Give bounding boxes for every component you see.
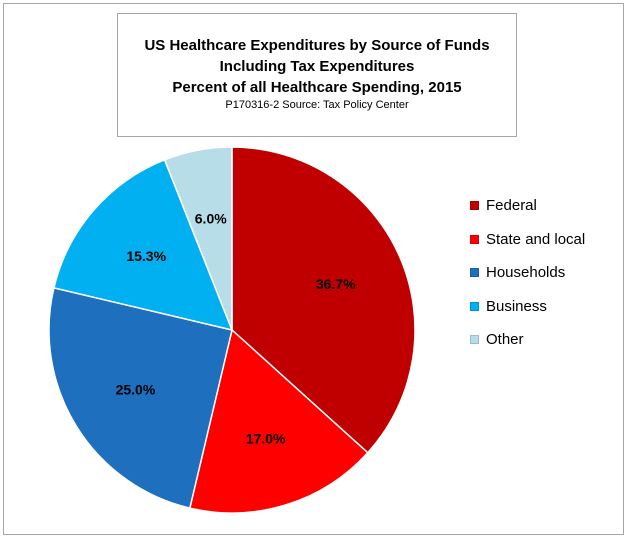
legend-item-households: Households <box>470 256 585 290</box>
legend-swatch <box>470 201 479 211</box>
legend-label: Business <box>486 297 547 315</box>
legend-swatch <box>470 268 479 278</box>
legend-item-state-and-local: State and local <box>470 223 585 257</box>
legend-label: Households <box>486 264 566 282</box>
legend-label: Federal <box>486 197 537 215</box>
pie-slice-state-and-local <box>188 328 369 514</box>
chart-subtitle-1: Including Tax Expenditures <box>219 58 415 75</box>
chart-title: US Healthcare Expenditures by Source of … <box>144 37 490 54</box>
legend-label: Other <box>486 331 524 349</box>
data-label-households: 25.0% <box>116 382 156 398</box>
chart-subtitle-2: Percent of all Healthcare Spending, 2015 <box>172 79 462 96</box>
chart-legend: Federal State and local Households Business… <box>470 189 585 357</box>
legend-swatch <box>470 301 479 311</box>
data-label-other: 6.0% <box>195 211 227 227</box>
legend-item-business: Business <box>470 290 585 324</box>
chart-title-box: US Healthcare Expenditures by Source of … <box>117 13 517 137</box>
chart-source-note: P170316-2 Source: Tax Policy Center <box>225 99 409 111</box>
data-label-business: 15.3% <box>126 248 166 264</box>
legend-swatch <box>470 335 479 345</box>
legend-item-federal: Federal <box>470 189 585 223</box>
legend-item-other: Other <box>470 323 585 357</box>
pie-slice-households <box>48 286 233 509</box>
data-label-federal: 36.7% <box>316 276 356 292</box>
legend-swatch <box>470 234 479 244</box>
pie-slice-federal <box>231 146 416 454</box>
pie-slice-business <box>53 158 234 332</box>
data-label-state-and-local: 17.0% <box>246 430 286 446</box>
legend-label: State and local <box>486 230 586 248</box>
pie-slice-other <box>163 146 233 331</box>
